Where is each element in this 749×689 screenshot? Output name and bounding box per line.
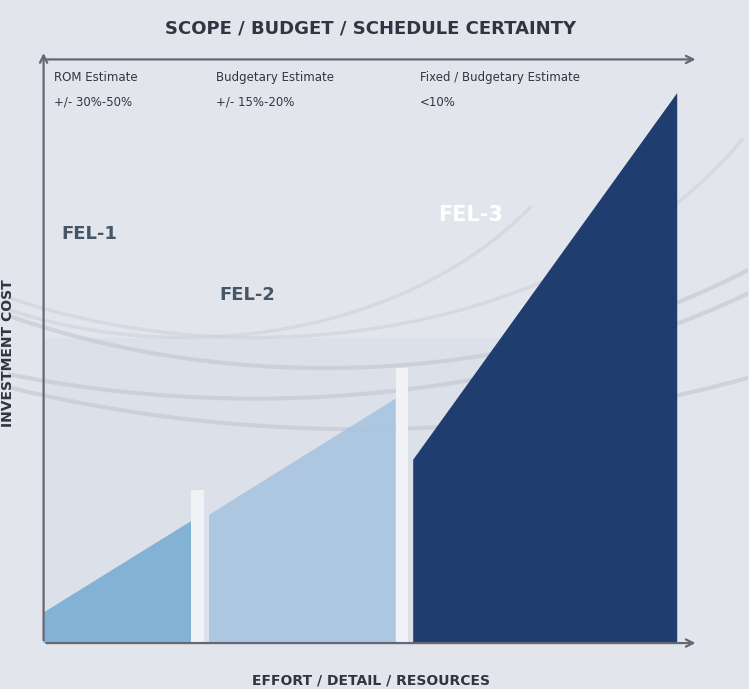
Text: Budgetary Estimate: Budgetary Estimate — [216, 71, 334, 84]
Text: <10%: <10% — [420, 96, 456, 109]
Text: Fixed / Budgetary Estimate: Fixed / Budgetary Estimate — [420, 71, 580, 84]
Text: FEL-3: FEL-3 — [438, 205, 503, 225]
Text: SCOPE / BUDGET / SCHEDULE CERTAINTY: SCOPE / BUDGET / SCHEDULE CERTAINTY — [166, 20, 577, 38]
Bar — [43, 63, 677, 338]
Text: FEL-2: FEL-2 — [219, 286, 276, 304]
Text: +/- 30%-50%: +/- 30%-50% — [54, 96, 133, 109]
Bar — [395, 368, 408, 643]
Text: ROM Estimate: ROM Estimate — [54, 71, 138, 84]
Text: FEL-1: FEL-1 — [61, 225, 117, 243]
Text: +/- 15%-20%: +/- 15%-20% — [216, 96, 294, 109]
Text: INVESTMENT COST: INVESTMENT COST — [1, 279, 16, 426]
Polygon shape — [413, 93, 677, 643]
Polygon shape — [209, 399, 395, 643]
Bar — [43, 63, 677, 643]
Bar — [192, 491, 204, 643]
Polygon shape — [43, 521, 192, 643]
Text: EFFORT / DETAIL / RESOURCES: EFFORT / DETAIL / RESOURCES — [252, 674, 490, 688]
